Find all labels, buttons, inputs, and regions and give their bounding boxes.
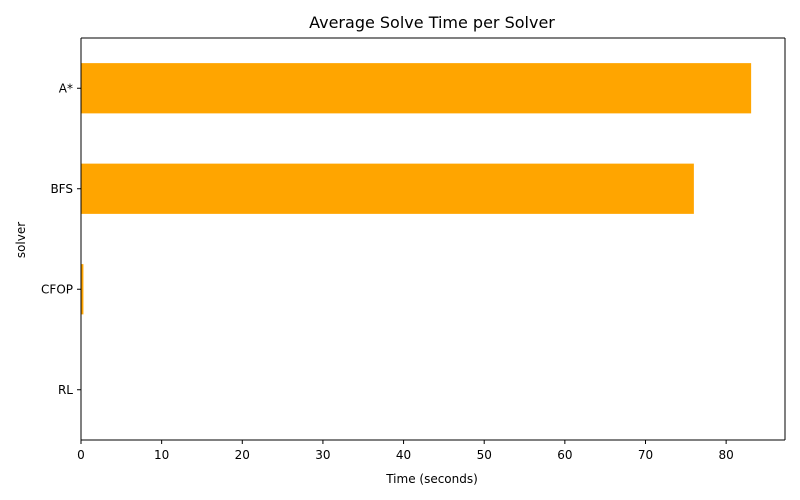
x-tick-label: 50	[477, 448, 492, 462]
x-tick-label: 40	[396, 448, 411, 462]
y-tick-label: RL	[58, 383, 73, 397]
x-tick-label: 60	[557, 448, 572, 462]
x-axis-label: Time (seconds)	[385, 472, 478, 486]
x-tick-label: 10	[154, 448, 169, 462]
bar-a-	[81, 63, 752, 114]
y-tick-label: CFOP	[41, 282, 73, 296]
y-tick-label: A*	[59, 81, 73, 95]
bars-group	[81, 63, 752, 315]
y-axis-label: solver	[14, 222, 28, 258]
x-tick-label: 80	[718, 448, 733, 462]
x-axis: 0 10 20 30 40 50 60 70 80	[77, 439, 785, 462]
x-tick-label: 20	[235, 448, 250, 462]
x-tick-label: 70	[638, 448, 653, 462]
chart-title: Average Solve Time per Solver	[309, 13, 555, 32]
plot-area	[81, 37, 786, 440]
y-axis: RL CFOP BFS A*	[41, 38, 82, 440]
bar-bfs	[81, 163, 694, 214]
x-tick-label: 0	[77, 448, 85, 462]
x-tick-label: 30	[315, 448, 330, 462]
y-tick-label: BFS	[50, 182, 73, 196]
bar-cfop	[81, 264, 84, 315]
